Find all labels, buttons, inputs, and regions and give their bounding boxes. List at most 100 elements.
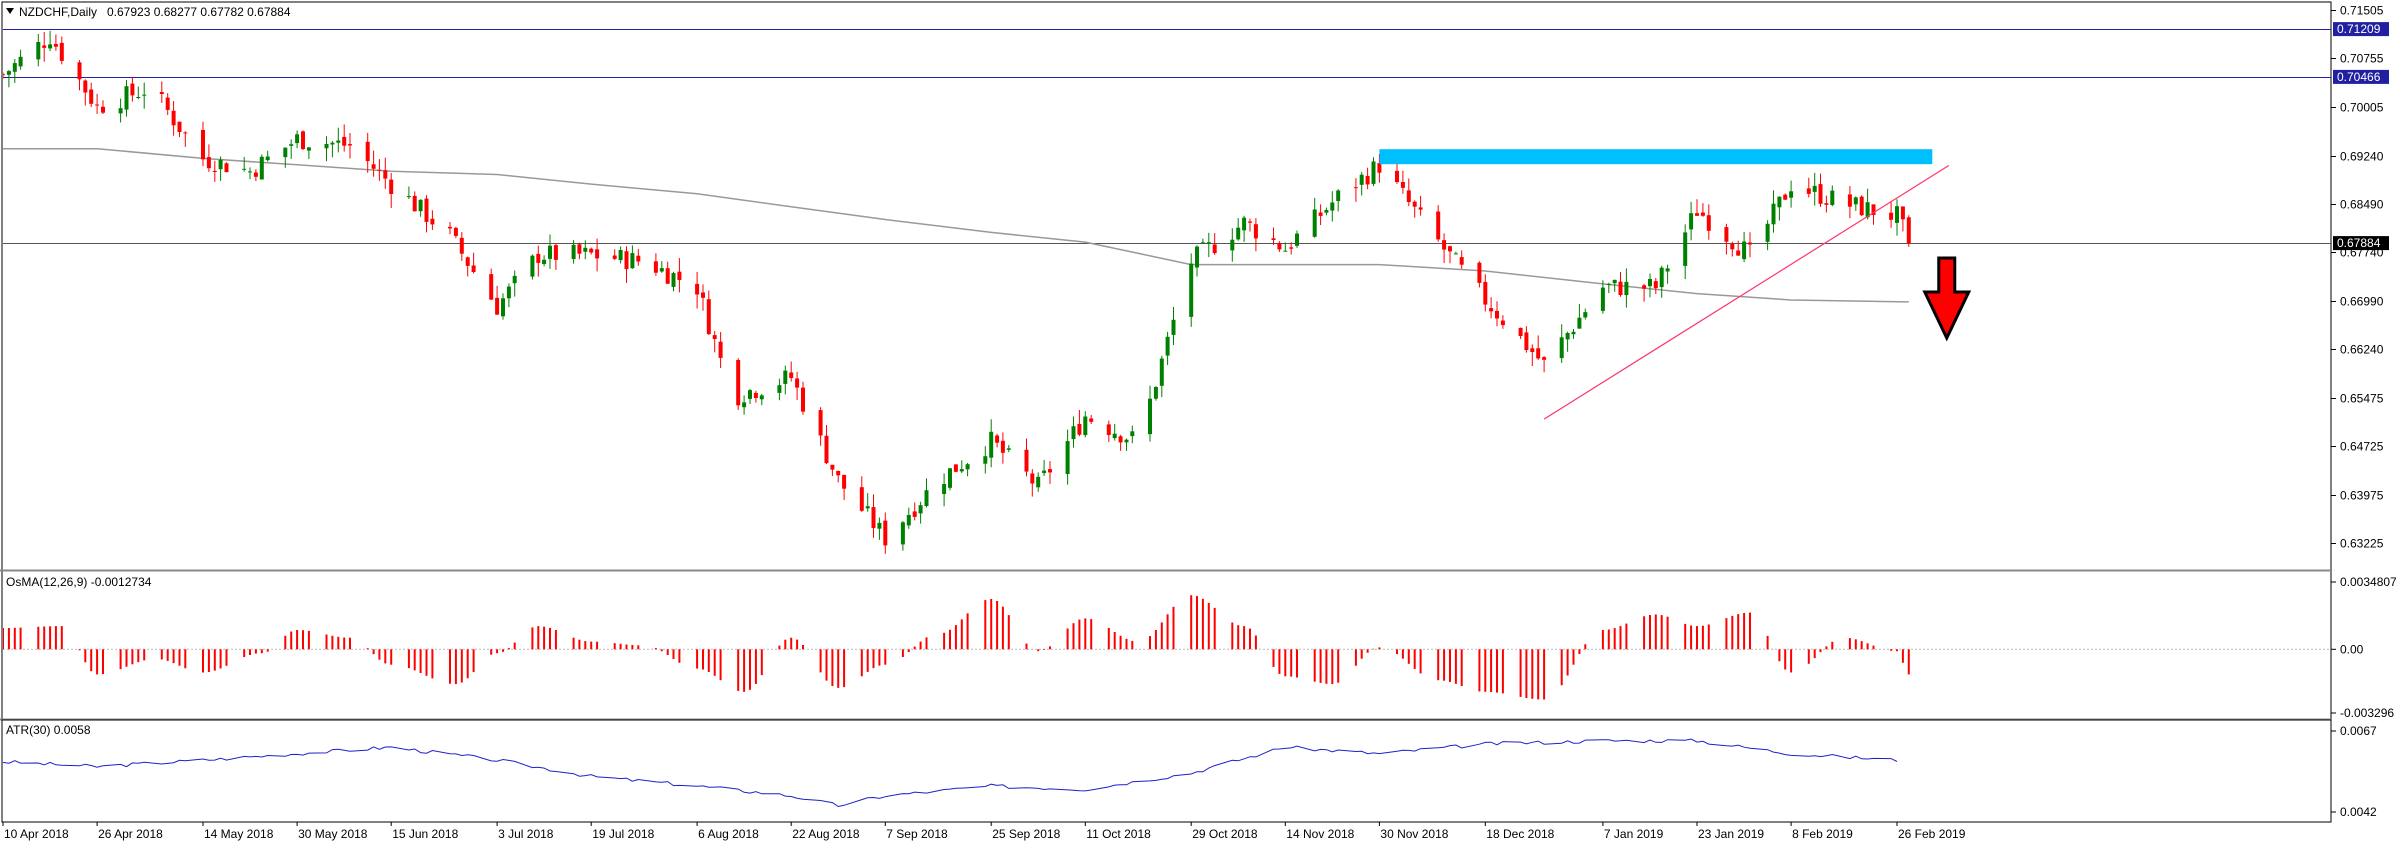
candle xyxy=(753,390,758,403)
candle xyxy=(1359,172,1364,196)
candle-body xyxy=(1165,336,1170,356)
collapse-triangle-icon[interactable] xyxy=(6,8,14,14)
ohlc-readout: 0.67923 0.68277 0.67782 0.67884 xyxy=(107,5,291,19)
candle xyxy=(201,121,205,166)
candle-body xyxy=(1030,473,1035,484)
price-tick-label: 0.66990 xyxy=(2340,295,2384,309)
candle-body xyxy=(1847,194,1852,207)
candle xyxy=(983,446,988,474)
candle-body xyxy=(1648,279,1652,287)
candle-body xyxy=(1283,250,1288,252)
candle-body xyxy=(1777,196,1782,208)
candle xyxy=(1365,167,1370,190)
candle xyxy=(1159,355,1164,397)
main-price-pane[interactable] xyxy=(1,1,2332,571)
time-tick-label: 10 Apr 2018 xyxy=(4,827,69,841)
candle-body xyxy=(1495,310,1499,319)
candle xyxy=(1065,429,1070,485)
candle-body xyxy=(706,299,711,335)
down-arrow-icon[interactable] xyxy=(1922,256,1972,342)
price-axis[interactable]: 0.715050.707550.700050.692400.684900.677… xyxy=(2331,4,2389,551)
candle xyxy=(900,521,905,551)
candle xyxy=(1500,315,1505,329)
candle xyxy=(1606,282,1611,294)
candle-body xyxy=(1248,221,1252,223)
candle xyxy=(324,136,329,162)
price-tick-label: 0.69240 xyxy=(2340,150,2384,164)
candle-body xyxy=(165,97,170,110)
candle xyxy=(1659,265,1664,298)
candle xyxy=(1624,268,1629,308)
candle xyxy=(383,157,388,189)
candle xyxy=(1448,245,1452,264)
time-tick-label: 19 Jul 2018 xyxy=(592,827,654,841)
candle-body xyxy=(1118,436,1123,443)
candle xyxy=(253,169,258,181)
candle xyxy=(1477,261,1482,288)
candle xyxy=(1806,177,1811,198)
candle-body xyxy=(548,245,552,259)
candle xyxy=(1148,385,1152,442)
candle-body xyxy=(1895,206,1899,223)
atr-axis: 0.0067 0.0042 xyxy=(2331,724,2377,819)
candle xyxy=(1112,423,1117,441)
price-plot-area[interactable] xyxy=(1,29,2331,554)
candle xyxy=(595,238,600,272)
osma-pane[interactable] xyxy=(1,570,2332,720)
resistance-zone[interactable] xyxy=(1379,149,1933,165)
level-price-label: 0.67884 xyxy=(2337,236,2381,250)
time-tick-label: 26 Feb 2019 xyxy=(1898,827,1966,841)
candle-body xyxy=(1295,233,1299,246)
osma-histogram xyxy=(3,595,2331,700)
candle-body xyxy=(1530,348,1535,352)
candle xyxy=(48,30,53,52)
candle xyxy=(618,246,623,264)
candle-body xyxy=(671,273,676,287)
candle-body xyxy=(242,168,247,170)
candle xyxy=(59,36,64,65)
candle-body xyxy=(1418,207,1423,210)
candle xyxy=(577,242,582,260)
candle-body xyxy=(183,132,188,134)
candle xyxy=(242,156,247,172)
candle-body xyxy=(1518,327,1523,336)
candle xyxy=(1253,218,1258,252)
candle xyxy=(636,248,641,266)
candle xyxy=(1195,245,1199,277)
candle xyxy=(924,478,929,508)
candle xyxy=(1165,331,1170,365)
price-tick-label: 0.63975 xyxy=(2340,489,2384,503)
candle xyxy=(1453,251,1458,255)
candle xyxy=(1642,283,1647,302)
osma-tick-label: 0.0034807 xyxy=(2340,575,2396,589)
time-axis[interactable]: 10 Apr 2018 26 Apr 2018 14 May 2018 30 May … xyxy=(2,822,1966,841)
candle xyxy=(1865,188,1870,220)
candle-body xyxy=(265,156,270,161)
candle-body xyxy=(1189,263,1194,317)
candle-body xyxy=(636,255,641,262)
candle xyxy=(459,232,464,261)
candle-body xyxy=(1318,212,1323,216)
moving-average-line[interactable] xyxy=(3,147,1909,303)
candle-body xyxy=(53,44,58,47)
candle xyxy=(1612,279,1617,292)
candle xyxy=(1618,272,1623,297)
candle-body xyxy=(1559,337,1564,359)
candle xyxy=(1724,223,1729,255)
candle xyxy=(1395,161,1399,184)
candle-body xyxy=(877,522,882,529)
candle-body xyxy=(83,80,88,93)
candle-body xyxy=(1577,317,1582,329)
candle-body xyxy=(36,42,41,60)
candle-body xyxy=(1406,190,1411,202)
candle-body xyxy=(495,297,500,315)
candle xyxy=(918,501,923,524)
atr-pane[interactable] xyxy=(1,719,2332,823)
candle-body xyxy=(365,141,370,162)
level-price-badge xyxy=(2333,22,2389,37)
candle xyxy=(512,270,517,297)
support-trendline[interactable] xyxy=(1543,164,1950,420)
candle-body xyxy=(1871,204,1876,215)
